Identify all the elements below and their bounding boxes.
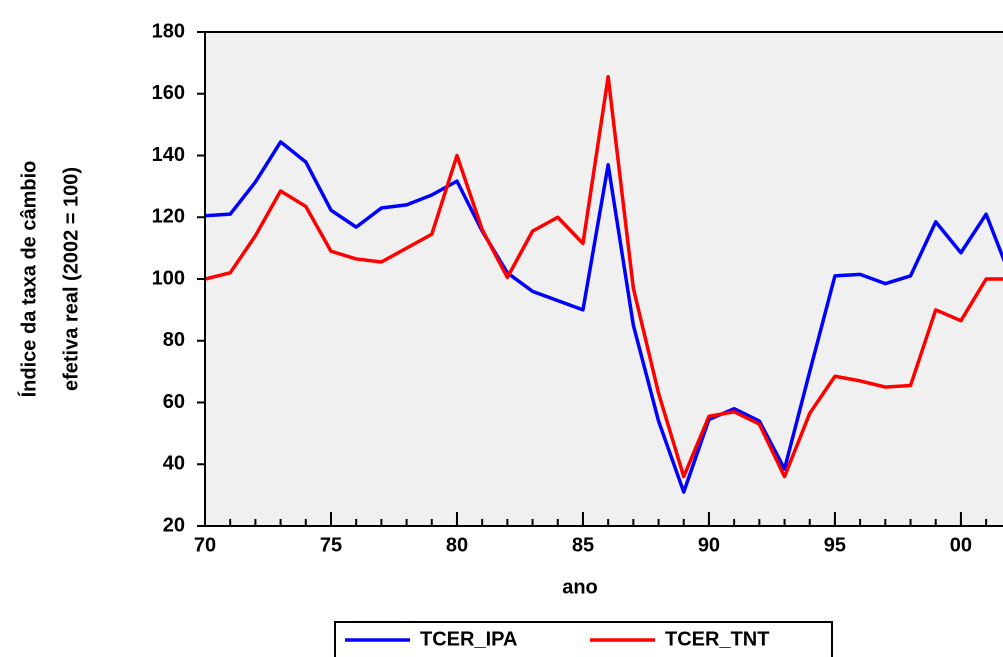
y-tick-label: 160 xyxy=(152,82,185,104)
y-axis-title: efetiva real (2002 = 100) xyxy=(60,167,82,391)
y-tick-label: 120 xyxy=(152,206,185,228)
plot-lines xyxy=(205,75,1003,494)
y-tick-label: 180 xyxy=(152,20,185,42)
line-series xyxy=(205,75,1003,479)
x-axis-title: ano xyxy=(562,576,598,598)
y-tick-label: 40 xyxy=(163,453,185,475)
x-tick-label: 80 xyxy=(446,534,468,556)
legend-label: TCER_IPA xyxy=(420,628,517,650)
x-tick-label: 00 xyxy=(950,534,972,556)
x-tick-label: 85 xyxy=(572,534,594,556)
x-tick-label: 90 xyxy=(698,534,720,556)
y-tick-label: 20 xyxy=(163,514,185,536)
y-tick-label: 100 xyxy=(152,267,185,289)
line-series xyxy=(205,140,1003,494)
legend-label: TCER_TNT xyxy=(665,628,769,650)
y-tick-label: 80 xyxy=(163,329,185,351)
x-tick-label: 95 xyxy=(824,534,846,556)
legend xyxy=(334,621,833,657)
x-tick-label: 75 xyxy=(320,534,342,556)
y-axis-title: Índice da taxa de câmbio xyxy=(17,161,40,398)
y-tick-label: 140 xyxy=(152,144,185,166)
y-tick-label: 60 xyxy=(163,391,185,413)
x-tick-label: 70 xyxy=(194,534,216,556)
